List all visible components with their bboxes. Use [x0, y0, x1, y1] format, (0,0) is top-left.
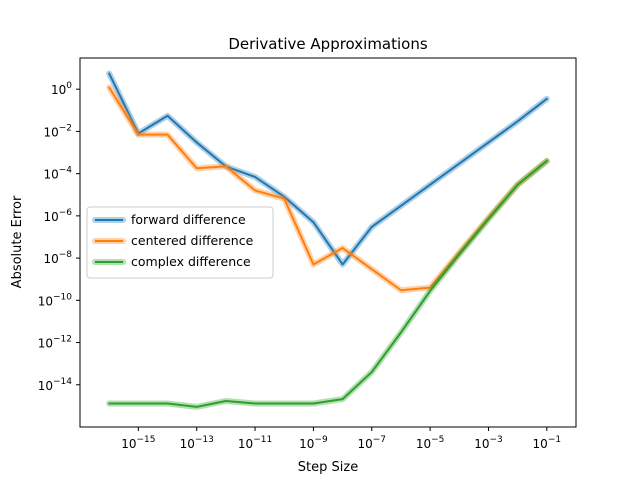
y-tick-label: 100 — [51, 81, 72, 97]
x-tick-label: 10−5 — [416, 435, 445, 451]
series-line-3 — [108, 159, 548, 408]
x-tick-label: 10−7 — [357, 435, 386, 451]
legend-label: centered difference — [131, 233, 254, 248]
x-tick-label: 10−9 — [299, 435, 328, 451]
y-tick-label: 10−2 — [43, 123, 72, 139]
series-line-1 — [108, 72, 548, 266]
plot-area-frame — [79, 57, 577, 428]
y-tick-label: 10−12 — [38, 335, 72, 351]
x-axis-ticks: 10−15 10−13 10−11 10−9 10−7 10−5 10−3 10−1 — [121, 427, 561, 451]
y-tick-label: 10−8 — [43, 250, 72, 266]
legend: forward difference centered difference com… — [86, 206, 274, 279]
y-tick-label: 10−6 — [43, 208, 72, 224]
x-tick-label: 10−13 — [180, 435, 214, 451]
y-tick-label: 10−4 — [43, 166, 72, 182]
x-tick-label: 10−3 — [474, 435, 503, 451]
x-tick-label: 10−11 — [238, 435, 272, 451]
legend-label: complex difference — [131, 254, 251, 269]
y-tick-label: 10−10 — [38, 292, 73, 308]
legend-label: forward difference — [131, 212, 246, 227]
legend-box — [86, 206, 274, 279]
x-tick-label: 10−1 — [533, 435, 562, 451]
x-tick-label: 10−15 — [121, 435, 155, 451]
y-tick-label: 10−14 — [38, 377, 73, 393]
chart-title: Derivative Approximations — [228, 35, 428, 53]
series-layer — [106, 70, 550, 410]
y-axis-ticks: 100 10−2 10−4 10−6 10−8 10−10 10−12 10−14 — [38, 81, 80, 393]
y-axis-label: Absolute Error — [10, 195, 25, 288]
x-axis-label: Step Size — [298, 460, 358, 475]
